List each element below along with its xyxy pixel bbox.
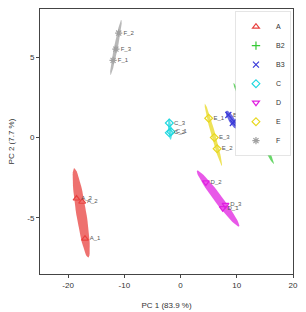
svg-text:PC 1 (83.9 %): PC 1 (83.9 %): [141, 301, 192, 310]
svg-text:10: 10: [232, 281, 241, 290]
svg-text:D_2: D_2: [211, 179, 223, 185]
svg-text:C_1: C_1: [176, 128, 188, 134]
svg-text:D_1: D_1: [227, 205, 239, 211]
svg-text:E_2: E_2: [222, 145, 233, 151]
svg-text:-20: -20: [62, 281, 74, 290]
svg-text:B2: B2: [276, 42, 285, 49]
svg-text:-10: -10: [119, 281, 131, 290]
svg-text:-5: -5: [27, 214, 35, 223]
svg-text:5: 5: [30, 53, 35, 62]
svg-text:D: D: [276, 99, 281, 106]
svg-text:F: F: [276, 137, 280, 144]
svg-text:A_1: A_1: [90, 235, 101, 241]
svg-text:A_3: A_3: [81, 195, 92, 201]
svg-text:C_2: C_2: [174, 129, 186, 135]
svg-text:20: 20: [289, 281, 298, 290]
svg-text:E: E: [276, 118, 281, 125]
svg-text:C_3: C_3: [174, 120, 186, 126]
svg-text:D_3: D_3: [230, 201, 242, 207]
svg-text:PC 2 (7.7 %): PC 2 (7.7 %): [7, 118, 16, 164]
svg-text:C: C: [276, 80, 281, 87]
svg-text:A_2: A_2: [87, 198, 98, 204]
svg-text:0: 0: [30, 133, 35, 142]
svg-text:A: A: [276, 23, 281, 30]
svg-text:E_1: E_1: [213, 115, 224, 121]
svg-text:F_3: F_3: [121, 46, 132, 52]
svg-text:E_3: E_3: [219, 134, 230, 140]
svg-text:F_2: F_2: [123, 30, 134, 36]
svg-text:0: 0: [178, 281, 183, 290]
svg-text:F_1: F_1: [118, 57, 129, 63]
svg-text:B3: B3: [276, 61, 285, 68]
